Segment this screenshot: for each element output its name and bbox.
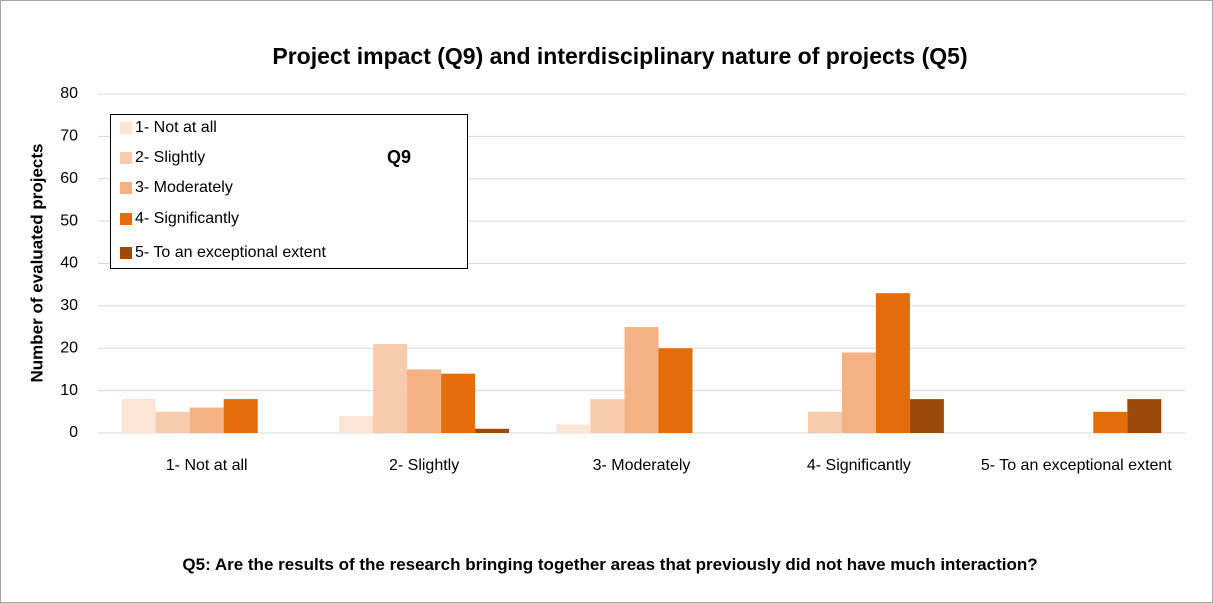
legend-swatch bbox=[120, 122, 132, 134]
bar bbox=[658, 348, 693, 433]
y-tick-label: 40 bbox=[60, 255, 78, 272]
bar bbox=[556, 424, 591, 433]
chart-title: Project impact (Q9) and interdisciplinar… bbox=[272, 43, 967, 69]
legend-swatch bbox=[120, 247, 132, 259]
bar bbox=[373, 344, 408, 433]
x-tick-label: 3- Moderately bbox=[592, 457, 691, 474]
x-tick-label: 4- Significantly bbox=[806, 457, 911, 474]
y-tick-label: 80 bbox=[60, 85, 78, 102]
y-axis-label: Number of evaluated projects bbox=[27, 143, 46, 382]
bar bbox=[121, 399, 156, 433]
bar bbox=[909, 399, 944, 433]
y-tick-label: 10 bbox=[60, 382, 78, 399]
bar bbox=[590, 399, 625, 433]
legend-label: 3- Moderately bbox=[135, 179, 233, 196]
legend-label: 2- Slightly bbox=[135, 149, 205, 166]
y-tick-label: 30 bbox=[60, 297, 78, 314]
bar bbox=[475, 428, 510, 433]
bar bbox=[441, 373, 476, 433]
y-tick-label: 70 bbox=[60, 128, 78, 145]
bar bbox=[339, 416, 374, 433]
legend-label: 4- Significantly bbox=[135, 210, 239, 227]
x-axis-label: Q5: Are the results of the research brin… bbox=[182, 555, 1038, 574]
bar bbox=[189, 407, 224, 433]
bar bbox=[1127, 399, 1162, 433]
bar bbox=[875, 293, 910, 433]
bar bbox=[807, 411, 842, 433]
y-tick-label: 0 bbox=[69, 424, 78, 441]
bar bbox=[624, 327, 659, 433]
legend-swatch bbox=[120, 152, 132, 164]
legend-label: 1- Not at all bbox=[135, 119, 217, 136]
legend-swatch bbox=[120, 213, 132, 225]
x-tick-label: 1- Not at all bbox=[165, 457, 248, 474]
x-tick-label: 5- To an exceptional extent bbox=[980, 457, 1172, 474]
legend-label: 5- To an exceptional extent bbox=[135, 244, 327, 261]
y-tick-label: 50 bbox=[60, 212, 78, 229]
annotation: Q9 bbox=[387, 147, 411, 167]
bar bbox=[155, 411, 190, 433]
y-tick-label: 60 bbox=[60, 170, 78, 187]
legend-swatch bbox=[120, 182, 132, 194]
x-tick-label: 2- Slightly bbox=[388, 457, 460, 474]
legend-box bbox=[110, 114, 468, 269]
bar bbox=[841, 352, 876, 433]
bar bbox=[223, 399, 258, 433]
bar bbox=[407, 369, 442, 433]
bar bbox=[1093, 411, 1128, 433]
y-tick-label: 20 bbox=[60, 339, 78, 356]
